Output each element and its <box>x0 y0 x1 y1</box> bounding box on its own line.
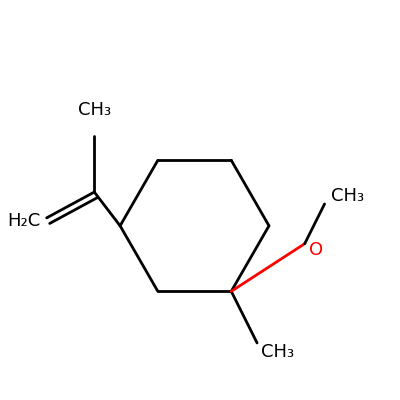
Text: CH₃: CH₃ <box>261 343 294 361</box>
Text: H₂C: H₂C <box>8 212 41 230</box>
Text: CH₃: CH₃ <box>330 187 364 205</box>
Text: CH₃: CH₃ <box>78 101 111 119</box>
Text: O: O <box>309 241 323 259</box>
